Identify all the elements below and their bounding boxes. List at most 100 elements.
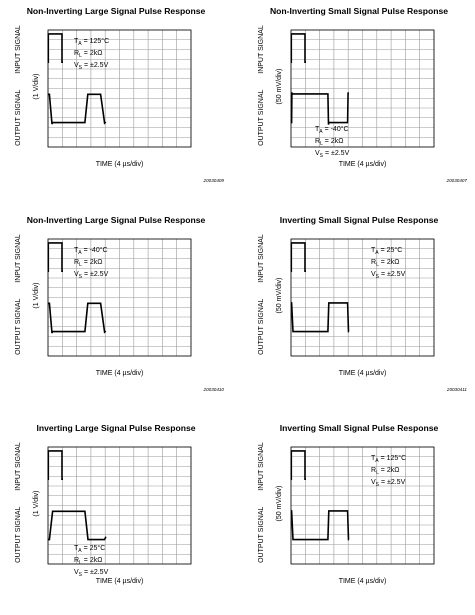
annotation-supply: VS = ±2.5V bbox=[315, 150, 350, 159]
annotation-symbol: T bbox=[74, 545, 79, 552]
y-axis-label-output: OUTPUT SIGNAL bbox=[258, 507, 265, 563]
annotation-load: RL = 2kΩ bbox=[371, 259, 399, 268]
chart-panel: Inverting Small Signal Pulse Response INP… bbox=[247, 212, 472, 407]
y-axis-label-input: INPUT SIGNAL bbox=[258, 25, 265, 74]
annotation-symbol: T bbox=[371, 455, 376, 462]
y-axis-label-output: OUTPUT SIGNAL bbox=[15, 507, 22, 563]
annotation-value: = 2kΩ bbox=[82, 259, 103, 266]
input-signal-trace bbox=[290, 242, 306, 273]
annotation-temperature: TA = 125°C bbox=[371, 454, 406, 464]
annotation-value: = ±2.5V bbox=[379, 271, 406, 278]
annotation-load: RL = 2kΩ bbox=[74, 259, 102, 268]
annotation-subscript: A bbox=[375, 250, 379, 256]
figure-code: 20030409 bbox=[203, 178, 225, 183]
y-axis-label-output: OUTPUT SIGNAL bbox=[258, 90, 265, 146]
y-axis-label-input: INPUT SIGNAL bbox=[15, 234, 22, 283]
annotation-subscript: S bbox=[320, 153, 324, 159]
y-axis-label-output: OUTPUT SIGNAL bbox=[258, 299, 265, 355]
annotation-symbol: V bbox=[371, 479, 376, 486]
annotation-symbol: V bbox=[74, 62, 79, 69]
annotation-symbol: V bbox=[74, 569, 79, 576]
annotation-supply: VS = ±2.5V bbox=[74, 271, 109, 280]
annotation-subscript: A bbox=[78, 41, 82, 47]
annotation-subscript: A bbox=[319, 129, 323, 135]
input-signal-trace bbox=[47, 242, 63, 273]
annotation-subscript: L bbox=[79, 560, 82, 566]
annotation-subscript: S bbox=[79, 572, 83, 578]
plot-frame bbox=[290, 238, 435, 357]
y-axis-scale-label: (50 mV/div) bbox=[276, 69, 283, 105]
chart-title: Inverting Small Signal Pulse Response bbox=[280, 215, 439, 225]
grid bbox=[290, 238, 435, 357]
annotation-value: = 2kΩ bbox=[379, 467, 400, 474]
annotation-load: RL = 2kΩ bbox=[315, 138, 343, 147]
annotation-load: RL = 2kΩ bbox=[74, 557, 102, 566]
annotation-value: = 2kΩ bbox=[82, 50, 103, 57]
chart-svg: Non-Inverting Small Signal Pulse Respons… bbox=[258, 6, 467, 183]
annotation-subscript: L bbox=[79, 53, 82, 59]
annotation-subscript: L bbox=[320, 141, 323, 147]
annotation-value: = ±2.5V bbox=[82, 569, 109, 576]
chart-panel: Inverting Large Signal Pulse Response INP… bbox=[4, 420, 229, 615]
x-axis-label: TIME (4 µs/div) bbox=[96, 161, 144, 168]
output-signal-trace bbox=[290, 510, 350, 541]
y-axis-label-input: INPUT SIGNAL bbox=[15, 25, 22, 74]
x-axis-label: TIME (4 µs/div) bbox=[339, 370, 387, 377]
y-axis-scale-label: (50 mV/div) bbox=[276, 486, 283, 522]
annotation-symbol: R bbox=[371, 259, 376, 266]
annotation-value: = 25°C bbox=[82, 544, 106, 552]
annotation-subscript: L bbox=[376, 262, 379, 268]
chart-panel: Inverting Small Signal Pulse Response INP… bbox=[247, 420, 472, 615]
y-axis-label-input: INPUT SIGNAL bbox=[258, 442, 265, 491]
annotation-subscript: A bbox=[78, 250, 82, 256]
annotation-temperature: TA = -40°C bbox=[74, 246, 108, 256]
annotation-subscript: A bbox=[78, 548, 82, 554]
plot-frame bbox=[290, 446, 435, 565]
annotation-temperature: TA = 25°C bbox=[371, 246, 402, 256]
figure-code: 20030410 bbox=[203, 387, 225, 392]
x-axis-label: TIME (4 µs/div) bbox=[96, 578, 144, 585]
annotation-load: RL = 2kΩ bbox=[371, 467, 399, 476]
annotation-symbol: R bbox=[315, 138, 320, 145]
chart-svg: Inverting Small Signal Pulse Response INP… bbox=[258, 423, 438, 585]
y-axis-scale-label: (1 V/div) bbox=[33, 283, 40, 309]
y-axis-scale-label: (50 mV/div) bbox=[276, 278, 283, 314]
annotation-temperature: TA = -40°C bbox=[315, 125, 349, 135]
plot-frame bbox=[47, 238, 192, 357]
annotation-subscript: S bbox=[376, 274, 380, 280]
annotation-subscript: S bbox=[376, 482, 380, 488]
annotation-temperature: TA = 25°C bbox=[74, 544, 105, 554]
chart-panel: Non-Inverting Small Signal Pulse Respons… bbox=[247, 3, 472, 198]
y-axis-scale-label: (1 V/div) bbox=[33, 491, 40, 517]
x-axis-label: TIME (4 µs/div) bbox=[339, 578, 387, 585]
grid bbox=[47, 238, 192, 357]
annotation-subscript: A bbox=[375, 458, 379, 464]
annotation-subscript: L bbox=[376, 470, 379, 476]
annotation-supply: VS = ±2.5V bbox=[74, 569, 109, 578]
chart-svg: Non-Inverting Large Signal Pulse Respons… bbox=[15, 6, 225, 183]
annotation-value: = ±2.5V bbox=[82, 271, 109, 278]
annotation-supply: VS = ±2.5V bbox=[371, 479, 406, 488]
annotation-value: = 2kΩ bbox=[323, 138, 344, 145]
figure-code: 20030411 bbox=[446, 387, 468, 392]
y-axis-label-output: OUTPUT SIGNAL bbox=[15, 299, 22, 355]
input-signal-trace bbox=[47, 450, 63, 481]
annotation-supply: VS = ±2.5V bbox=[74, 62, 109, 71]
annotation-symbol: V bbox=[74, 271, 79, 278]
y-axis-label-input: INPUT SIGNAL bbox=[258, 234, 265, 283]
y-axis-scale-label: (1 V/div) bbox=[33, 74, 40, 100]
chart-svg: Non-Inverting Large Signal Pulse Respons… bbox=[15, 215, 225, 392]
chart-title: Inverting Large Signal Pulse Response bbox=[36, 423, 195, 433]
y-axis-label-output: OUTPUT SIGNAL bbox=[15, 90, 22, 146]
annotation-symbol: R bbox=[74, 50, 79, 57]
annotation-value: = ±2.5V bbox=[323, 150, 350, 157]
annotation-symbol: T bbox=[74, 38, 79, 45]
annotation-symbol: T bbox=[74, 247, 79, 254]
chart-panel: Non-Inverting Large Signal Pulse Respons… bbox=[4, 3, 229, 198]
annotation-value: = 2kΩ bbox=[82, 557, 103, 564]
chart-panel: Non-Inverting Large Signal Pulse Respons… bbox=[4, 212, 229, 407]
annotation-value: = -40°C bbox=[323, 125, 349, 133]
grid bbox=[47, 29, 192, 148]
output-signal-trace bbox=[290, 92, 350, 125]
input-signal-trace bbox=[290, 450, 306, 481]
